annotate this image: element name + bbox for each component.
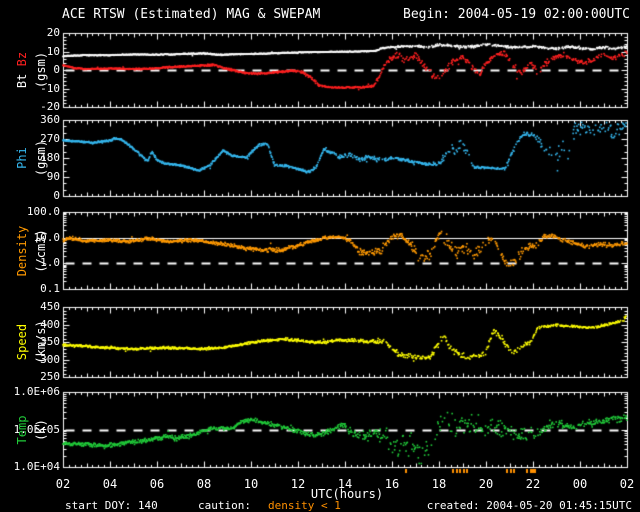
panel-ylabel-part: Density	[15, 225, 29, 276]
start-doy-label: start DOY: 140	[65, 499, 158, 512]
panel-ylabel-unit: (K)	[34, 418, 48, 441]
y-tick-label: 180	[40, 151, 60, 164]
x-tick-label: 16	[384, 477, 400, 491]
x-tick-label: 08	[196, 477, 212, 491]
x-tick-label: 10	[243, 477, 259, 491]
panel-ylabel: Speed	[15, 324, 29, 360]
y-tick-label: 1.0E+04	[13, 460, 60, 473]
y-tick-label: 0	[53, 189, 60, 202]
x-tick-label: 14	[337, 477, 353, 491]
y-tick-label: 100.0	[26, 205, 60, 218]
panel-ylabel-part: Phi	[15, 147, 29, 169]
caution-value-label: density < 1	[268, 499, 341, 512]
y-tick-label: -10	[40, 81, 60, 95]
y-tick-label: -20	[40, 100, 60, 113]
x-tick-label: 04	[102, 477, 118, 491]
y-tick-label: 400	[40, 317, 60, 331]
x-tick-label: 02	[619, 477, 635, 491]
panel-ylabel-unit: (km/s)	[34, 320, 48, 364]
panel-ylabel-part: Temp	[15, 415, 29, 444]
y-tick-label: 10	[46, 44, 60, 58]
panel-ylabel-part: Bz	[15, 51, 29, 67]
panel-ylabel-part: Speed	[15, 323, 29, 361]
begin-timestamp: Begin: 2004-05-19 02:00:00UTC	[403, 7, 630, 22]
y-tick-label: 1.0	[40, 256, 60, 270]
y-tick-label: 270	[40, 132, 60, 145]
y-tick-label: 0	[53, 63, 60, 76]
panel-ylabel-unit: (gsm)	[34, 139, 48, 177]
y-tick-label: 10.0	[33, 230, 61, 244]
panel-ylabel-unit: (gsm)	[34, 51, 48, 89]
y-tick-label: 250	[40, 370, 60, 383]
panel-ylabel: Bt Bz	[15, 52, 29, 88]
y-tick-label: 90	[46, 170, 60, 183]
panel-ylabel: Density	[15, 225, 29, 276]
x-tick-label: 02	[55, 477, 71, 491]
y-tick-label: 20	[46, 26, 60, 39]
created-timestamp: created: 2004-05-20 01:45:15UTC	[426, 499, 632, 512]
x-tick-label: 12	[290, 477, 306, 491]
x-tick-label: 18	[431, 477, 447, 491]
panel-ylabel: Temp	[15, 415, 29, 444]
y-tick-label: 300	[40, 352, 60, 366]
x-tick-label: 06	[149, 477, 165, 491]
panel-ylabel-part: Bt	[15, 66, 29, 89]
x-tick-label: 22	[525, 477, 541, 491]
y-tick-label: 360	[40, 113, 60, 126]
page-title: ACE RTSW (Estimated) MAG & SWEPAM	[62, 7, 321, 22]
y-tick-label: 0.1	[40, 282, 60, 295]
x-axis-title: UTC(hours)	[310, 487, 384, 501]
y-tick-label: 350	[40, 335, 60, 348]
y-tick-label: 450	[40, 300, 60, 313]
y-tick-label: 1.0E+06	[13, 385, 60, 398]
panel-ylabel-unit: (/cm3)	[34, 228, 48, 273]
x-tick-label: 20	[478, 477, 494, 491]
y-tick-label: 1.0E+05	[13, 422, 60, 436]
panel-ylabel: Phi	[15, 147, 29, 169]
caution-label: caution:	[198, 499, 251, 512]
x-tick-label: 00	[572, 477, 588, 491]
